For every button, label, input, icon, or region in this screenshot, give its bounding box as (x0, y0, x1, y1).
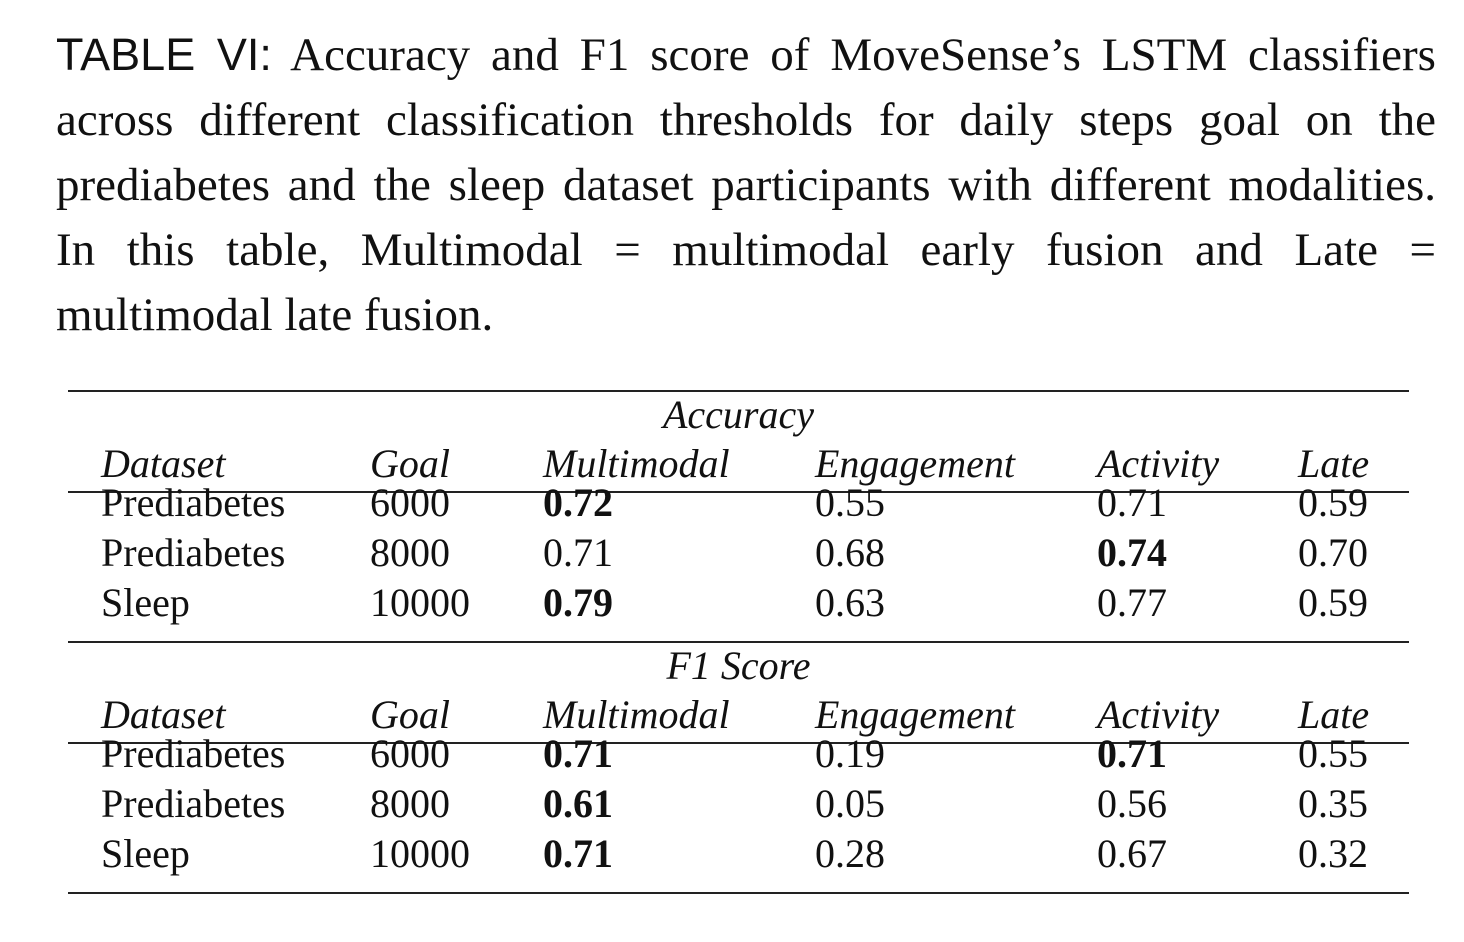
table-cell: 8000 (370, 530, 450, 575)
table-row: Prediabetes 8000 0.61 0.05 0.56 0.35 (0, 779, 1464, 829)
column-header: Engagement (815, 441, 1015, 486)
table-cell: Prediabetes (101, 480, 286, 525)
bottom-rule (68, 892, 1409, 894)
column-header: Activity (1097, 692, 1220, 737)
column-header: Activity (1097, 441, 1220, 486)
mid-rule (68, 641, 1409, 643)
table-cell: 0.74 (1097, 530, 1167, 575)
table-cell: Sleep (101, 831, 190, 876)
table-cell: 0.71 (543, 530, 613, 575)
table-cell: 6000 (370, 731, 450, 776)
top-rule (68, 390, 1409, 392)
header-rule (68, 491, 1409, 493)
table-cell: 0.71 (1097, 480, 1167, 525)
column-header: Goal (370, 692, 450, 737)
table-row: Sleep 10000 0.79 0.63 0.77 0.59 (0, 578, 1464, 628)
table-cell: 0.63 (815, 580, 885, 625)
table-cell: 0.61 (543, 781, 613, 826)
table-cell: 8000 (370, 781, 450, 826)
header-row: Dataset Goal Multimodal Engagement Activity L… (0, 690, 1464, 740)
table-cell: 0.35 (1298, 781, 1368, 826)
column-header: Engagement (815, 692, 1015, 737)
table-cell: 0.19 (815, 731, 885, 776)
table-cell: 0.77 (1097, 580, 1167, 625)
table-cell: 0.71 (543, 731, 613, 776)
section-title: F1 Score (666, 643, 811, 688)
table-cell: 0.28 (815, 831, 885, 876)
table-cell: 0.71 (543, 831, 613, 876)
table-caption: TABLE VI: Accuracy and F1 score of MoveS… (56, 22, 1436, 348)
table-cell: 10000 (370, 831, 470, 876)
column-header: Dataset (101, 692, 226, 737)
column-header: Dataset (101, 441, 226, 486)
table-row: Prediabetes 6000 0.71 0.19 0.71 0.55 (0, 729, 1464, 779)
table-row: Prediabetes 8000 0.71 0.68 0.74 0.70 (0, 528, 1464, 578)
table-cell: 10000 (370, 580, 470, 625)
table-cell: 6000 (370, 480, 450, 525)
table-cell: 0.59 (1298, 480, 1368, 525)
table-cell: Prediabetes (101, 530, 286, 575)
table-cell: 0.67 (1097, 831, 1167, 876)
table-cell: 0.56 (1097, 781, 1167, 826)
table-cell: 0.70 (1298, 530, 1368, 575)
table-cell: 0.55 (1298, 731, 1368, 776)
column-header: Late (1298, 692, 1370, 737)
table-cell: Prediabetes (101, 781, 286, 826)
caption-text: Accuracy and F1 score of MoveSense’s LST… (56, 29, 1436, 341)
column-header: Multimodal (543, 441, 730, 486)
column-header: Late (1298, 441, 1370, 486)
table-cell: 0.55 (815, 480, 885, 525)
table-cell: 0.79 (543, 580, 613, 625)
table-row: Sleep 10000 0.71 0.28 0.67 0.32 (0, 829, 1464, 879)
column-header: Multimodal (543, 692, 730, 737)
table-cell: 0.68 (815, 530, 885, 575)
header-row: Dataset Goal Multimodal Engagement Activity L… (0, 439, 1464, 489)
table-cell: 0.32 (1298, 831, 1368, 876)
caption-label: TABLE VI: (56, 29, 272, 80)
table-cell: Prediabetes (101, 731, 286, 776)
table-cell: 0.72 (543, 480, 613, 525)
table-cell: Sleep (101, 580, 190, 625)
table-cell: 0.59 (1298, 580, 1368, 625)
table-row: Prediabetes 6000 0.72 0.55 0.71 0.59 (0, 478, 1464, 528)
table-cell: 0.05 (815, 781, 885, 826)
column-header: Goal (370, 441, 450, 486)
table-cell: 0.71 (1097, 731, 1167, 776)
header-rule (68, 742, 1409, 744)
section-title: Accuracy (662, 392, 814, 437)
